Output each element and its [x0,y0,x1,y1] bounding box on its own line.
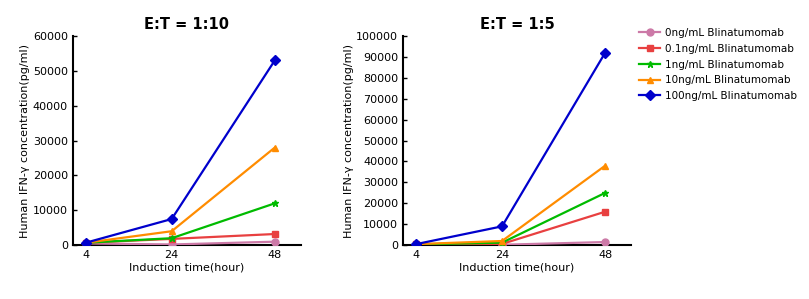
Line: 1ng/mL Blinatumomab: 1ng/mL Blinatumomab [83,200,278,246]
0ng/mL Blinatumomab [270,240,280,243]
0.1ng/mL Blinatumomab [411,242,421,246]
Legend: 0ng/mL Blinatumomab, 0.1ng/mL Blinatumomab, 1ng/mL Blinatumomab, 10ng/mL Blinatu: 0ng/mL Blinatumomab, 0.1ng/mL Blinatumom… [635,24,802,105]
10ng/mL Blinatumomab [498,239,507,243]
Line: 1ng/mL Blinatumomab: 1ng/mL Blinatumomab [413,189,608,248]
Y-axis label: Human IFN-γ concentration(pg/ml): Human IFN-γ concentration(pg/ml) [20,44,30,237]
X-axis label: Induction time(hour): Induction time(hour) [129,263,244,273]
Line: 100ng/mL Blinatumomab: 100ng/mL Blinatumomab [413,49,608,248]
100ng/mL Blinatumomab [600,51,610,54]
Line: 0ng/mL Blinatumomab: 0ng/mL Blinatumomab [413,239,608,248]
1ng/mL Blinatumomab [270,202,280,205]
1ng/mL Blinatumomab [498,241,507,245]
0ng/mL Blinatumomab [81,242,91,245]
100ng/mL Blinatumomab [167,217,176,221]
0ng/mL Blinatumomab [498,243,507,247]
Line: 100ng/mL Blinatumomab: 100ng/mL Blinatumomab [83,57,278,246]
1ng/mL Blinatumomab [411,242,421,246]
100ng/mL Blinatumomab [498,225,507,228]
0ng/mL Blinatumomab [411,243,421,247]
0.1ng/mL Blinatumomab [81,241,91,245]
Title: E:T = 1:10: E:T = 1:10 [144,17,229,32]
10ng/mL Blinatumomab [81,241,91,245]
10ng/mL Blinatumomab [270,146,280,149]
Line: 10ng/mL Blinatumomab: 10ng/mL Blinatumomab [83,144,278,246]
100ng/mL Blinatumomab [270,59,280,62]
Line: 0.1ng/mL Blinatumomab: 0.1ng/mL Blinatumomab [413,208,608,248]
Line: 0ng/mL Blinatumomab: 0ng/mL Blinatumomab [83,238,278,248]
10ng/mL Blinatumomab [411,242,421,246]
Line: 0.1ng/mL Blinatumomab: 0.1ng/mL Blinatumomab [83,231,278,246]
0ng/mL Blinatumomab [167,243,176,246]
0.1ng/mL Blinatumomab [600,210,610,213]
1ng/mL Blinatumomab [600,191,610,195]
Line: 10ng/mL Blinatumomab: 10ng/mL Blinatumomab [413,162,608,248]
0.1ng/mL Blinatumomab [167,237,176,241]
Title: E:T = 1:5: E:T = 1:5 [480,17,554,32]
X-axis label: Induction time(hour): Induction time(hour) [460,263,574,273]
0.1ng/mL Blinatumomab [498,242,507,246]
1ng/mL Blinatumomab [167,237,176,240]
100ng/mL Blinatumomab [411,242,421,246]
10ng/mL Blinatumomab [600,164,610,167]
0.1ng/mL Blinatumomab [270,232,280,236]
100ng/mL Blinatumomab [81,241,91,245]
10ng/mL Blinatumomab [167,229,176,233]
1ng/mL Blinatumomab [81,241,91,245]
0ng/mL Blinatumomab [600,240,610,244]
Y-axis label: Human IFN-γ concentration(pg/ml): Human IFN-γ concentration(pg/ml) [344,44,354,237]
